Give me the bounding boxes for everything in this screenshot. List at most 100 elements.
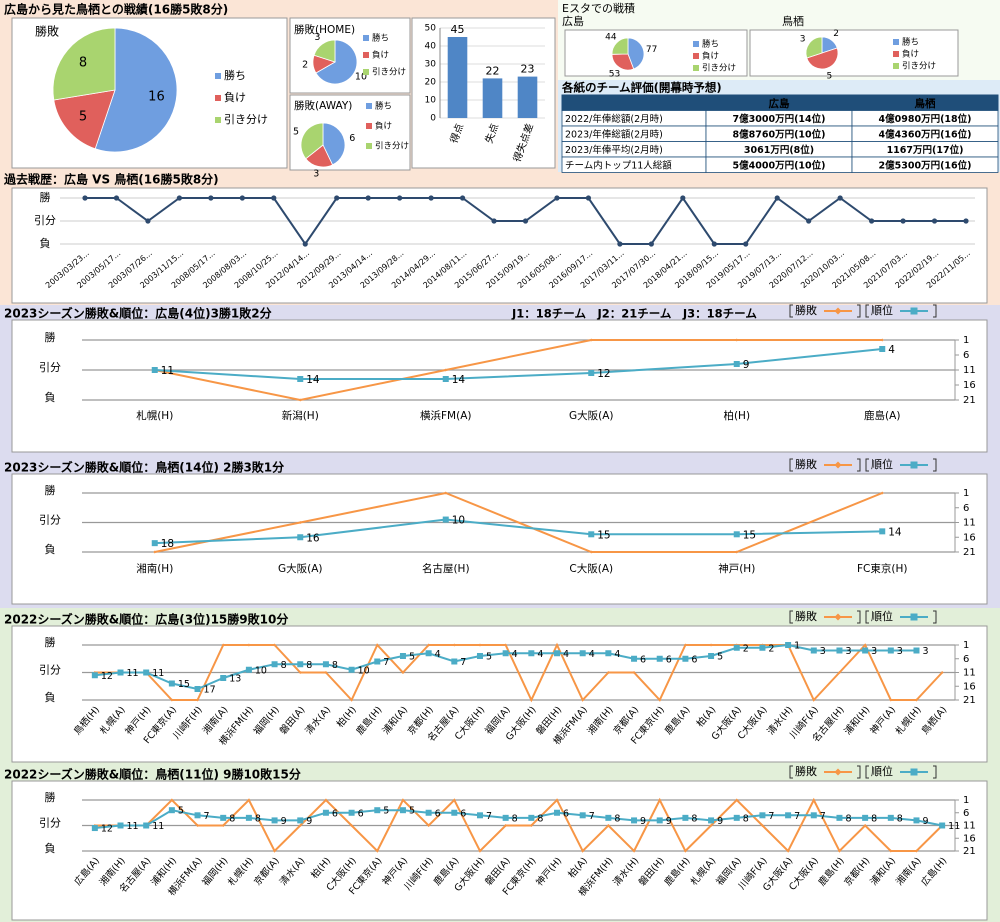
table-cell-text: 2022/年俸総額(2月時): [565, 113, 663, 125]
point: [153, 550, 157, 554]
legend-label: 負け: [375, 121, 392, 132]
point: [863, 643, 867, 647]
data-label: 5: [827, 71, 833, 81]
pie-slice: [322, 122, 346, 166]
point: [145, 218, 151, 224]
y-tick-label: 負: [45, 543, 56, 556]
legend-label: 引き分け: [902, 62, 936, 72]
data-label: 7: [768, 811, 774, 822]
data-label: 15: [178, 679, 190, 690]
y-tick-label: 引分: [34, 213, 56, 227]
y-tick-label: 勝: [45, 790, 56, 804]
y2-tick-label: 1: [963, 488, 969, 499]
legend-label: 引き分け: [372, 68, 406, 78]
chart-note: J1：18チーム J2：21チーム J3：18チーム: [511, 307, 757, 321]
point: [324, 798, 328, 802]
point: [476, 653, 483, 659]
data-label: 6: [332, 808, 338, 819]
data-label: 2: [302, 60, 308, 71]
legend-bracket: [789, 610, 793, 624]
table-cell-text: 8億8760万円(10位): [733, 128, 826, 140]
data-label: 23: [521, 63, 535, 76]
y2-tick-label: 6: [963, 503, 969, 514]
legend-swatch: [693, 41, 699, 47]
point: [271, 661, 278, 668]
point: [910, 768, 918, 776]
point: [117, 822, 124, 829]
point: [554, 809, 561, 816]
point: [350, 698, 354, 702]
data-label: 8: [306, 660, 312, 671]
y-tick-label: 引分: [39, 816, 61, 830]
y-tick-label: 勝: [45, 330, 56, 344]
data-label: 2: [768, 643, 774, 654]
section-title: Eスタでの戦積: [562, 1, 635, 15]
y-tick-label: 20: [425, 78, 437, 88]
point: [397, 195, 403, 201]
data-label: 6: [435, 808, 441, 819]
point: [785, 642, 792, 648]
data-label: 6: [460, 808, 466, 819]
data-label: 7: [794, 811, 800, 822]
section-title: 広島から見た鳥栖との戦績(16勝5敗8分): [4, 2, 228, 17]
point: [879, 528, 886, 535]
data-label: 6: [666, 654, 672, 665]
data-label: 5: [178, 806, 184, 817]
series-line: [94, 809, 943, 830]
point: [425, 650, 432, 657]
point: [399, 653, 406, 659]
point: [683, 643, 687, 647]
table-cell-text: 1167万円(17位): [887, 144, 964, 156]
legend-bracket: [789, 458, 793, 472]
y-tick-label: 引分: [39, 513, 61, 527]
point: [427, 824, 431, 827]
y-tick-label: 勝: [45, 635, 56, 649]
legend-swatch: [366, 143, 372, 149]
point: [834, 461, 842, 469]
point: [348, 809, 355, 816]
table-header: 広島: [769, 97, 790, 110]
point: [682, 655, 689, 662]
data-label: 1: [794, 641, 800, 652]
table-cell-text: チーム内トップ11人総額: [565, 159, 672, 171]
y-tick-label: 10: [425, 96, 437, 106]
data-label: 4: [589, 649, 595, 660]
legend-label: 負け: [902, 49, 919, 60]
point: [444, 491, 448, 495]
point: [733, 644, 740, 651]
point: [810, 647, 817, 654]
data-label: 7: [204, 811, 210, 822]
data-label: 12: [597, 368, 610, 380]
point: [939, 822, 946, 829]
point: [834, 768, 842, 776]
data-label: 45: [451, 23, 465, 36]
point: [220, 814, 227, 821]
x-tick-label: 鹿島(A): [864, 409, 900, 422]
point: [658, 798, 662, 802]
panel: [11, 187, 988, 304]
point: [302, 241, 308, 247]
point: [711, 241, 717, 247]
y-tick-label: 30: [425, 60, 437, 70]
point: [297, 376, 304, 382]
point: [221, 643, 225, 647]
legend-bracket: [865, 304, 869, 318]
point: [708, 817, 715, 824]
table-cell-text: 2023/年俸平均(2月時): [565, 144, 663, 156]
section-title: 過去戦歴：広島 VS 鳥栖(16勝5敗8分): [3, 172, 219, 187]
table-cell-text: 2023/年俸総額(2月時): [565, 128, 663, 140]
legend-swatch: [366, 123, 372, 129]
point: [733, 814, 740, 821]
point: [401, 798, 405, 802]
point: [297, 534, 304, 541]
panel: [11, 319, 988, 453]
point: [658, 698, 662, 702]
point: [589, 550, 593, 554]
legend-label: 順位: [871, 457, 893, 471]
point: [606, 824, 610, 827]
series-line: [154, 491, 883, 553]
data-label: 12: [101, 671, 113, 682]
point: [880, 491, 884, 495]
point: [879, 346, 886, 352]
point: [221, 824, 225, 827]
